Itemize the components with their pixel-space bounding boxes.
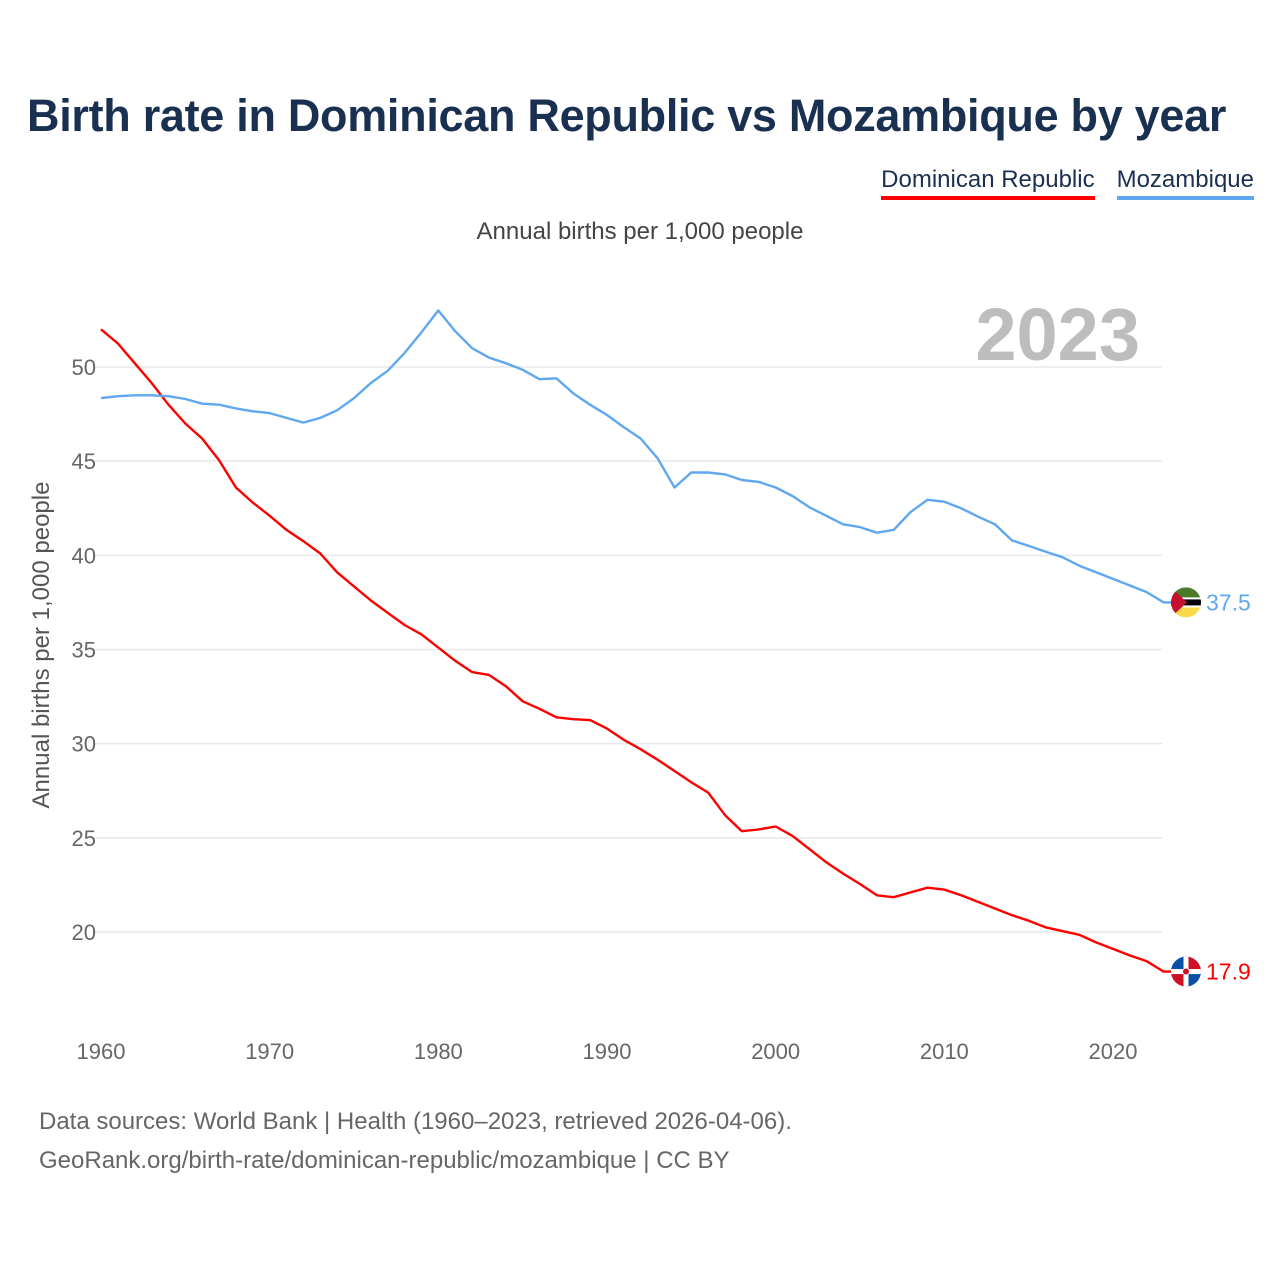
x-tick-label: 1960 <box>77 1039 126 1064</box>
x-tick-label: 1990 <box>583 1039 632 1064</box>
series-line-dominican-republic <box>100 328 1172 973</box>
footer-sources: Data sources: World Bank | Health (1960–… <box>39 1108 792 1135</box>
y-tick-label: 40 <box>72 543 96 568</box>
x-tick-label: 2020 <box>1089 1039 1138 1064</box>
year-label: 2023 <box>975 293 1140 376</box>
x-tick-label: 1980 <box>414 1039 463 1064</box>
y-tick-label: 50 <box>72 355 96 380</box>
y-tick-label: 30 <box>72 732 96 757</box>
series-line-mozambique <box>100 309 1172 604</box>
legend: Dominican Republic Mozambique <box>881 166 1254 200</box>
y-tick-label: 45 <box>72 449 96 474</box>
end-value-label: 37.5 <box>1206 589 1251 615</box>
chart-subtitle: Annual births per 1,000 people <box>476 218 804 245</box>
mozambique-flag-icon <box>1171 587 1201 618</box>
x-tick-label: 2000 <box>751 1039 800 1064</box>
legend-item-dominican-republic[interactable]: Dominican Republic <box>881 166 1095 200</box>
dominican-republic-flag-icon <box>1171 956 1201 987</box>
y-tick-label: 20 <box>72 920 96 945</box>
y-tick-label: 35 <box>72 638 96 663</box>
footer-link[interactable]: GeoRank.org/birth-rate/dominican-republi… <box>39 1147 730 1174</box>
chart-title: Birth rate in Dominican Republic vs Moza… <box>27 90 1227 141</box>
legend-item-mozambique[interactable]: Mozambique <box>1116 166 1254 200</box>
x-tick-label: 1970 <box>245 1039 294 1064</box>
end-value-label: 17.9 <box>1206 959 1251 985</box>
y-tick-label: 25 <box>72 826 96 851</box>
x-tick-label: 2010 <box>920 1039 969 1064</box>
